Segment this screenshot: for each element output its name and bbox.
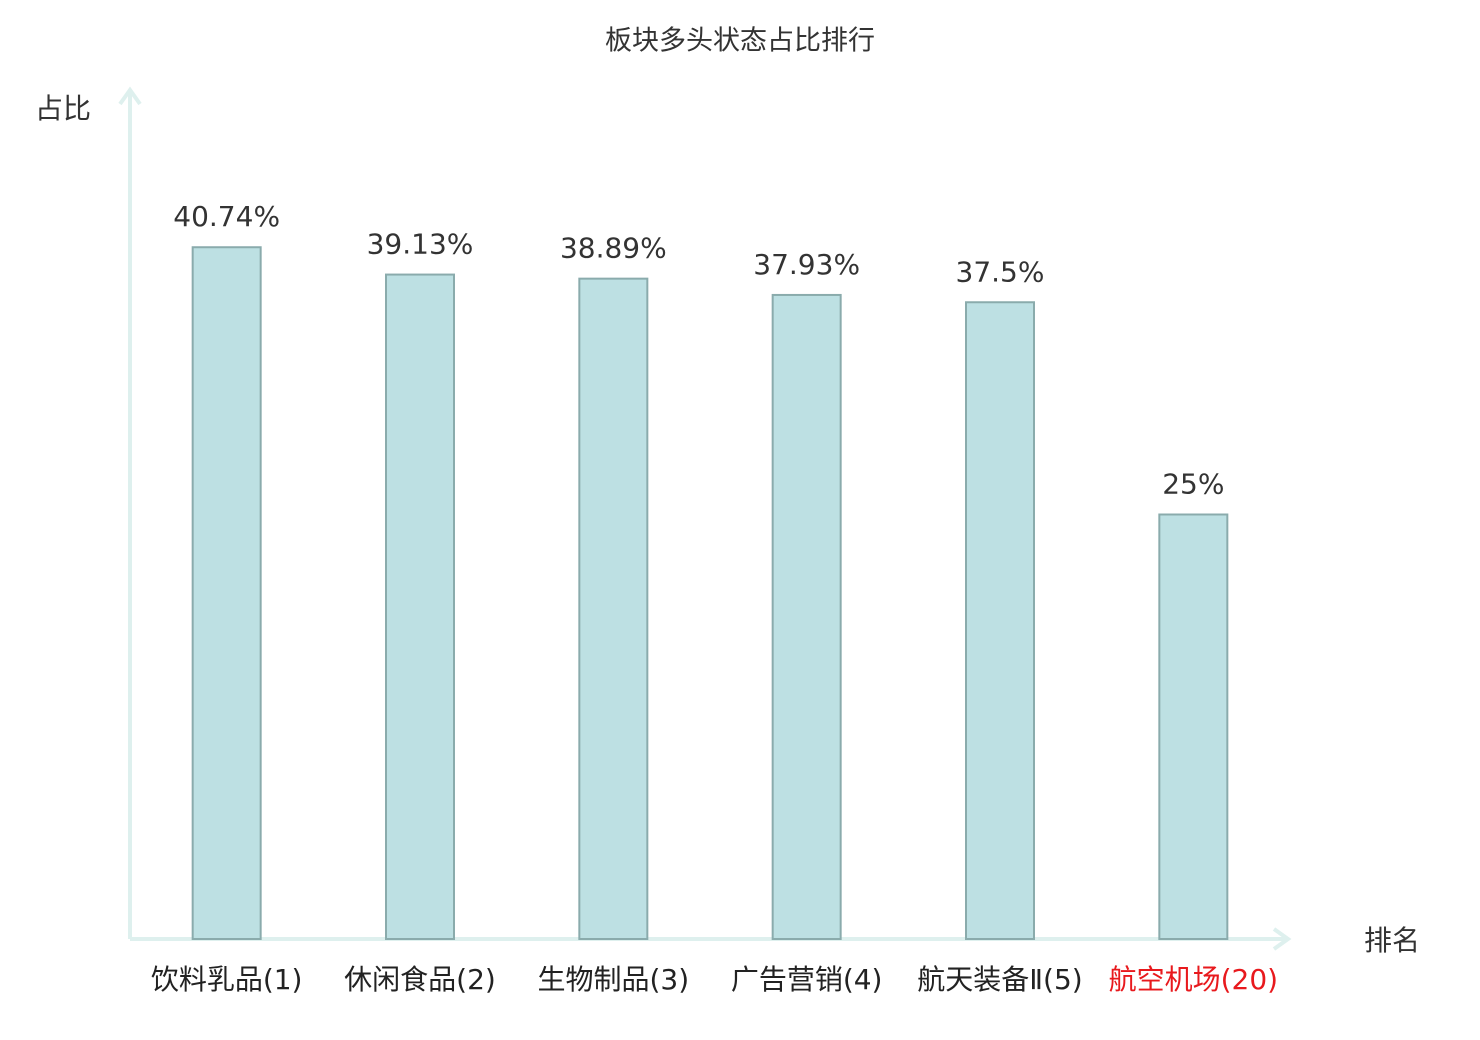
bar [191, 246, 262, 940]
x-axis-label: 排名 [1364, 924, 1420, 957]
value-label: 39.13% [367, 228, 474, 261]
value-label: 37.93% [753, 248, 860, 281]
value-label: 40.74% [173, 200, 280, 233]
axes [118, 86, 1292, 951]
bar [385, 273, 455, 941]
x-tick-label: 饮料乳品(1) [150, 963, 303, 996]
bar [1158, 513, 1229, 940]
x-tick-label: 航天装备Ⅱ(5) [917, 963, 1083, 996]
x-tick-label: 休闲食品(2) [344, 963, 496, 996]
bar [771, 293, 842, 940]
value-label: 37.5% [956, 255, 1045, 288]
chart-title: 板块多头状态占比排行 [605, 26, 875, 57]
x-tick-label: 生物制品(3) [537, 963, 690, 996]
value-label: 25% [1162, 468, 1224, 501]
x-tick-label: 航空机场(20) [1108, 963, 1279, 996]
bar [578, 277, 649, 940]
bar [965, 301, 1035, 940]
x-tick-label: 广告营销(4) [730, 963, 883, 996]
y-axis-label: 占比 [35, 92, 91, 125]
value-label: 38.89% [560, 232, 667, 265]
